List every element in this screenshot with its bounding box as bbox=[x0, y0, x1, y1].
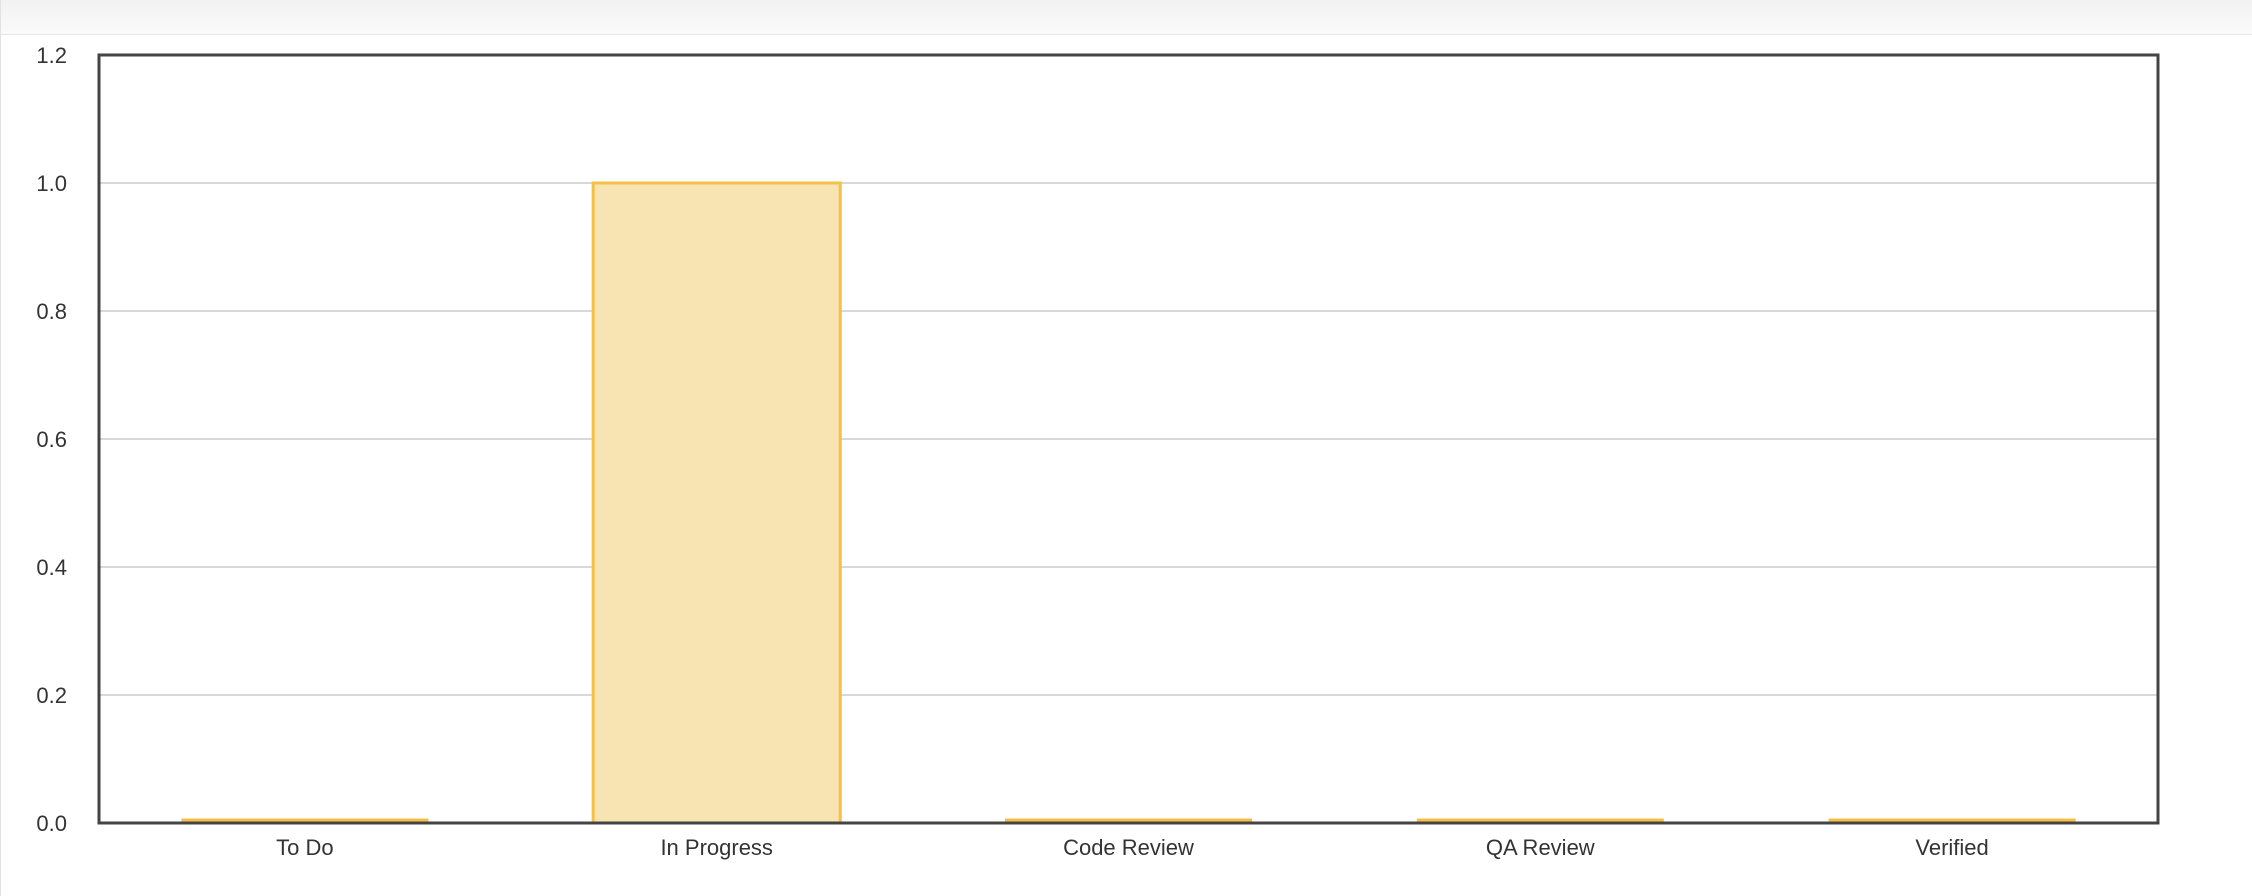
top-strip bbox=[0, 0, 2252, 35]
left-edge bbox=[0, 0, 1, 896]
y-tick-label: 0.8 bbox=[36, 299, 67, 324]
x-axis-ticks: To Do In Progress Code Review QA Review Veri… bbox=[276, 835, 1989, 860]
y-tick-label: 0.2 bbox=[36, 683, 67, 708]
y-tick-label: 0.0 bbox=[36, 811, 67, 836]
y-tick-label: 0.6 bbox=[36, 427, 67, 452]
y-tick-label: 1.0 bbox=[36, 171, 67, 196]
bar-1[interactable] bbox=[591, 181, 842, 825]
x-tick-label: In Progress bbox=[660, 835, 773, 860]
y-tick-label: 1.2 bbox=[36, 43, 67, 68]
x-tick-label: QA Review bbox=[1486, 835, 1595, 860]
x-tick-label: To Do bbox=[276, 835, 333, 860]
grid-lines bbox=[99, 182, 2158, 696]
bars bbox=[181, 181, 2076, 825]
y-tick-label: 0.4 bbox=[36, 555, 67, 580]
plot-frame bbox=[97, 53, 2160, 825]
x-tick-label: Code Review bbox=[1063, 835, 1194, 860]
x-tick-label: Verified bbox=[1915, 835, 1988, 860]
y-axis-ticks: 0.0 0.2 0.4 0.6 0.8 1.0 1.2 bbox=[36, 43, 67, 836]
